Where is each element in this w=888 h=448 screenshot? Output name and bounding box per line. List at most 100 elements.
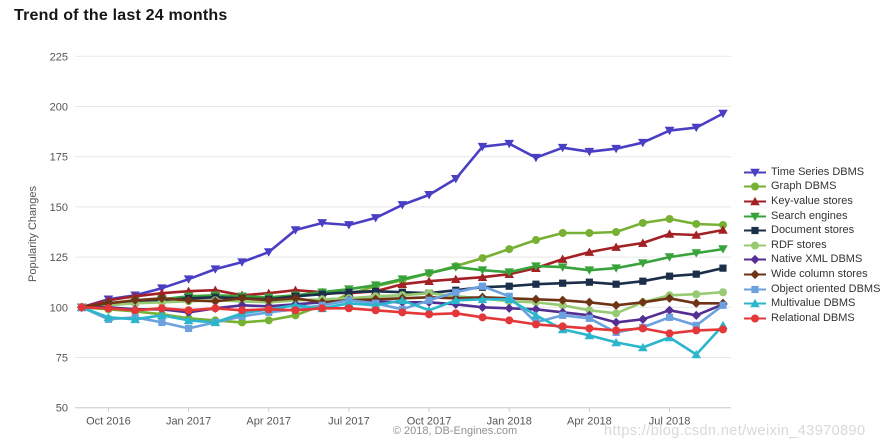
data-point [664, 126, 675, 136]
data-point [183, 295, 194, 305]
data-point [719, 264, 727, 272]
data-point [344, 304, 353, 313]
data-point [290, 226, 301, 235]
data-point [425, 296, 433, 304]
data-point [103, 312, 114, 322]
data-point [531, 294, 541, 304]
legend-item-multivalue-dbms[interactable]: Multivalue DBMS [744, 296, 880, 311]
data-point [450, 263, 461, 272]
data-point [424, 269, 434, 278]
data-point [718, 288, 727, 297]
data-point [130, 295, 140, 305]
data-point [718, 225, 728, 234]
data-point [585, 278, 593, 286]
data-point [505, 245, 514, 254]
legend-item-rdf-stores[interactable]: RDF stores [744, 238, 880, 253]
legend-item-key-value-stores[interactable]: Key-value stores [744, 194, 880, 209]
data-point [719, 301, 727, 309]
data-point [398, 308, 407, 317]
data-point [184, 306, 193, 315]
data-point [532, 280, 540, 288]
page-title: Trend of the last 24 months [14, 7, 228, 24]
data-point [505, 282, 513, 290]
y-tick-label: 100 [50, 302, 68, 314]
data-point [558, 301, 567, 310]
data-point [638, 259, 648, 268]
data-point [290, 293, 301, 303]
legend-item-graph-dbms[interactable]: Graph DBMS [744, 180, 880, 195]
data-point [210, 265, 221, 274]
data-point [664, 253, 675, 262]
legend-label: Document stores [771, 224, 855, 237]
circle-marker-icon [744, 314, 766, 323]
data-point [638, 138, 648, 148]
data-point [397, 201, 408, 210]
legend-label: Key-value stores [771, 194, 853, 207]
data-point [158, 318, 166, 326]
data-point [559, 311, 567, 319]
data-point [638, 324, 647, 333]
data-point [344, 298, 354, 308]
legend-item-time-series-dbms[interactable]: Time Series DBMS [744, 165, 880, 180]
data-point [665, 313, 674, 321]
data-point [665, 214, 674, 223]
tri-down-marker-icon [744, 168, 766, 177]
legend-item-native-xml-dbms[interactable]: Native XML DBMS [744, 253, 880, 268]
data-point [504, 294, 515, 304]
data-point [477, 294, 488, 304]
data-point [692, 321, 700, 329]
data-point [558, 295, 568, 305]
data-point [584, 297, 594, 307]
chart-legend: Time Series DBMS Graph DBMS Key-value stor… [744, 165, 880, 326]
data-point [263, 248, 274, 257]
data-point [372, 287, 380, 295]
legend-item-relational-dbms[interactable]: Relational DBMS [744, 311, 880, 326]
data-point [157, 288, 167, 298]
series-relational-dbms[interactable] [77, 303, 727, 338]
legend-item-object-oriented-dbms[interactable]: Object oriented DBMS [744, 282, 880, 297]
data-point [477, 272, 488, 281]
data-point [477, 302, 488, 312]
data-point [531, 304, 541, 314]
data-point [504, 268, 515, 277]
chart-footer-credit: © 2018, DB-Engines.com [392, 425, 518, 437]
data-point [477, 266, 488, 275]
data-point [370, 300, 381, 310]
legend-label: Object oriented DBMS [771, 282, 881, 295]
x-tick-label: Oct 2016 [86, 416, 131, 428]
diamond-marker-icon [744, 269, 766, 280]
tri-down-marker-icon [744, 212, 766, 221]
legend-item-wide-column-stores[interactable]: Wide column stores [744, 267, 880, 282]
data-point [691, 249, 702, 258]
data-point [450, 295, 461, 305]
y-tick-label: 175 [50, 152, 68, 164]
legend-label: RDF stores [771, 238, 827, 251]
data-point [559, 279, 567, 287]
legend-label: Time Series DBMS [771, 165, 865, 178]
data-point [183, 275, 194, 284]
x-tick-label: Apr 2017 [246, 416, 291, 428]
data-point [611, 264, 621, 273]
data-point [370, 214, 381, 223]
data-point [612, 280, 620, 288]
data-point [344, 221, 354, 230]
x-tick-label: Jan 2017 [166, 416, 211, 428]
data-point [210, 317, 221, 327]
data-point [371, 306, 380, 315]
data-point [612, 228, 621, 236]
legend-label: Native XML DBMS [771, 253, 863, 266]
y-tick-label: 150 [50, 202, 68, 214]
legend-item-search-engines[interactable]: Search engines [744, 209, 880, 224]
data-point [238, 306, 247, 315]
y-tick-label: 125 [50, 252, 68, 264]
data-point [157, 310, 167, 320]
circle-marker-icon [744, 182, 766, 191]
data-point [452, 288, 460, 296]
data-point [691, 123, 702, 133]
data-point [477, 142, 488, 152]
data-point [691, 310, 701, 320]
legend-item-document-stores[interactable]: Document stores [744, 223, 880, 238]
data-point [397, 275, 408, 284]
tri-up-marker-icon [744, 196, 766, 206]
